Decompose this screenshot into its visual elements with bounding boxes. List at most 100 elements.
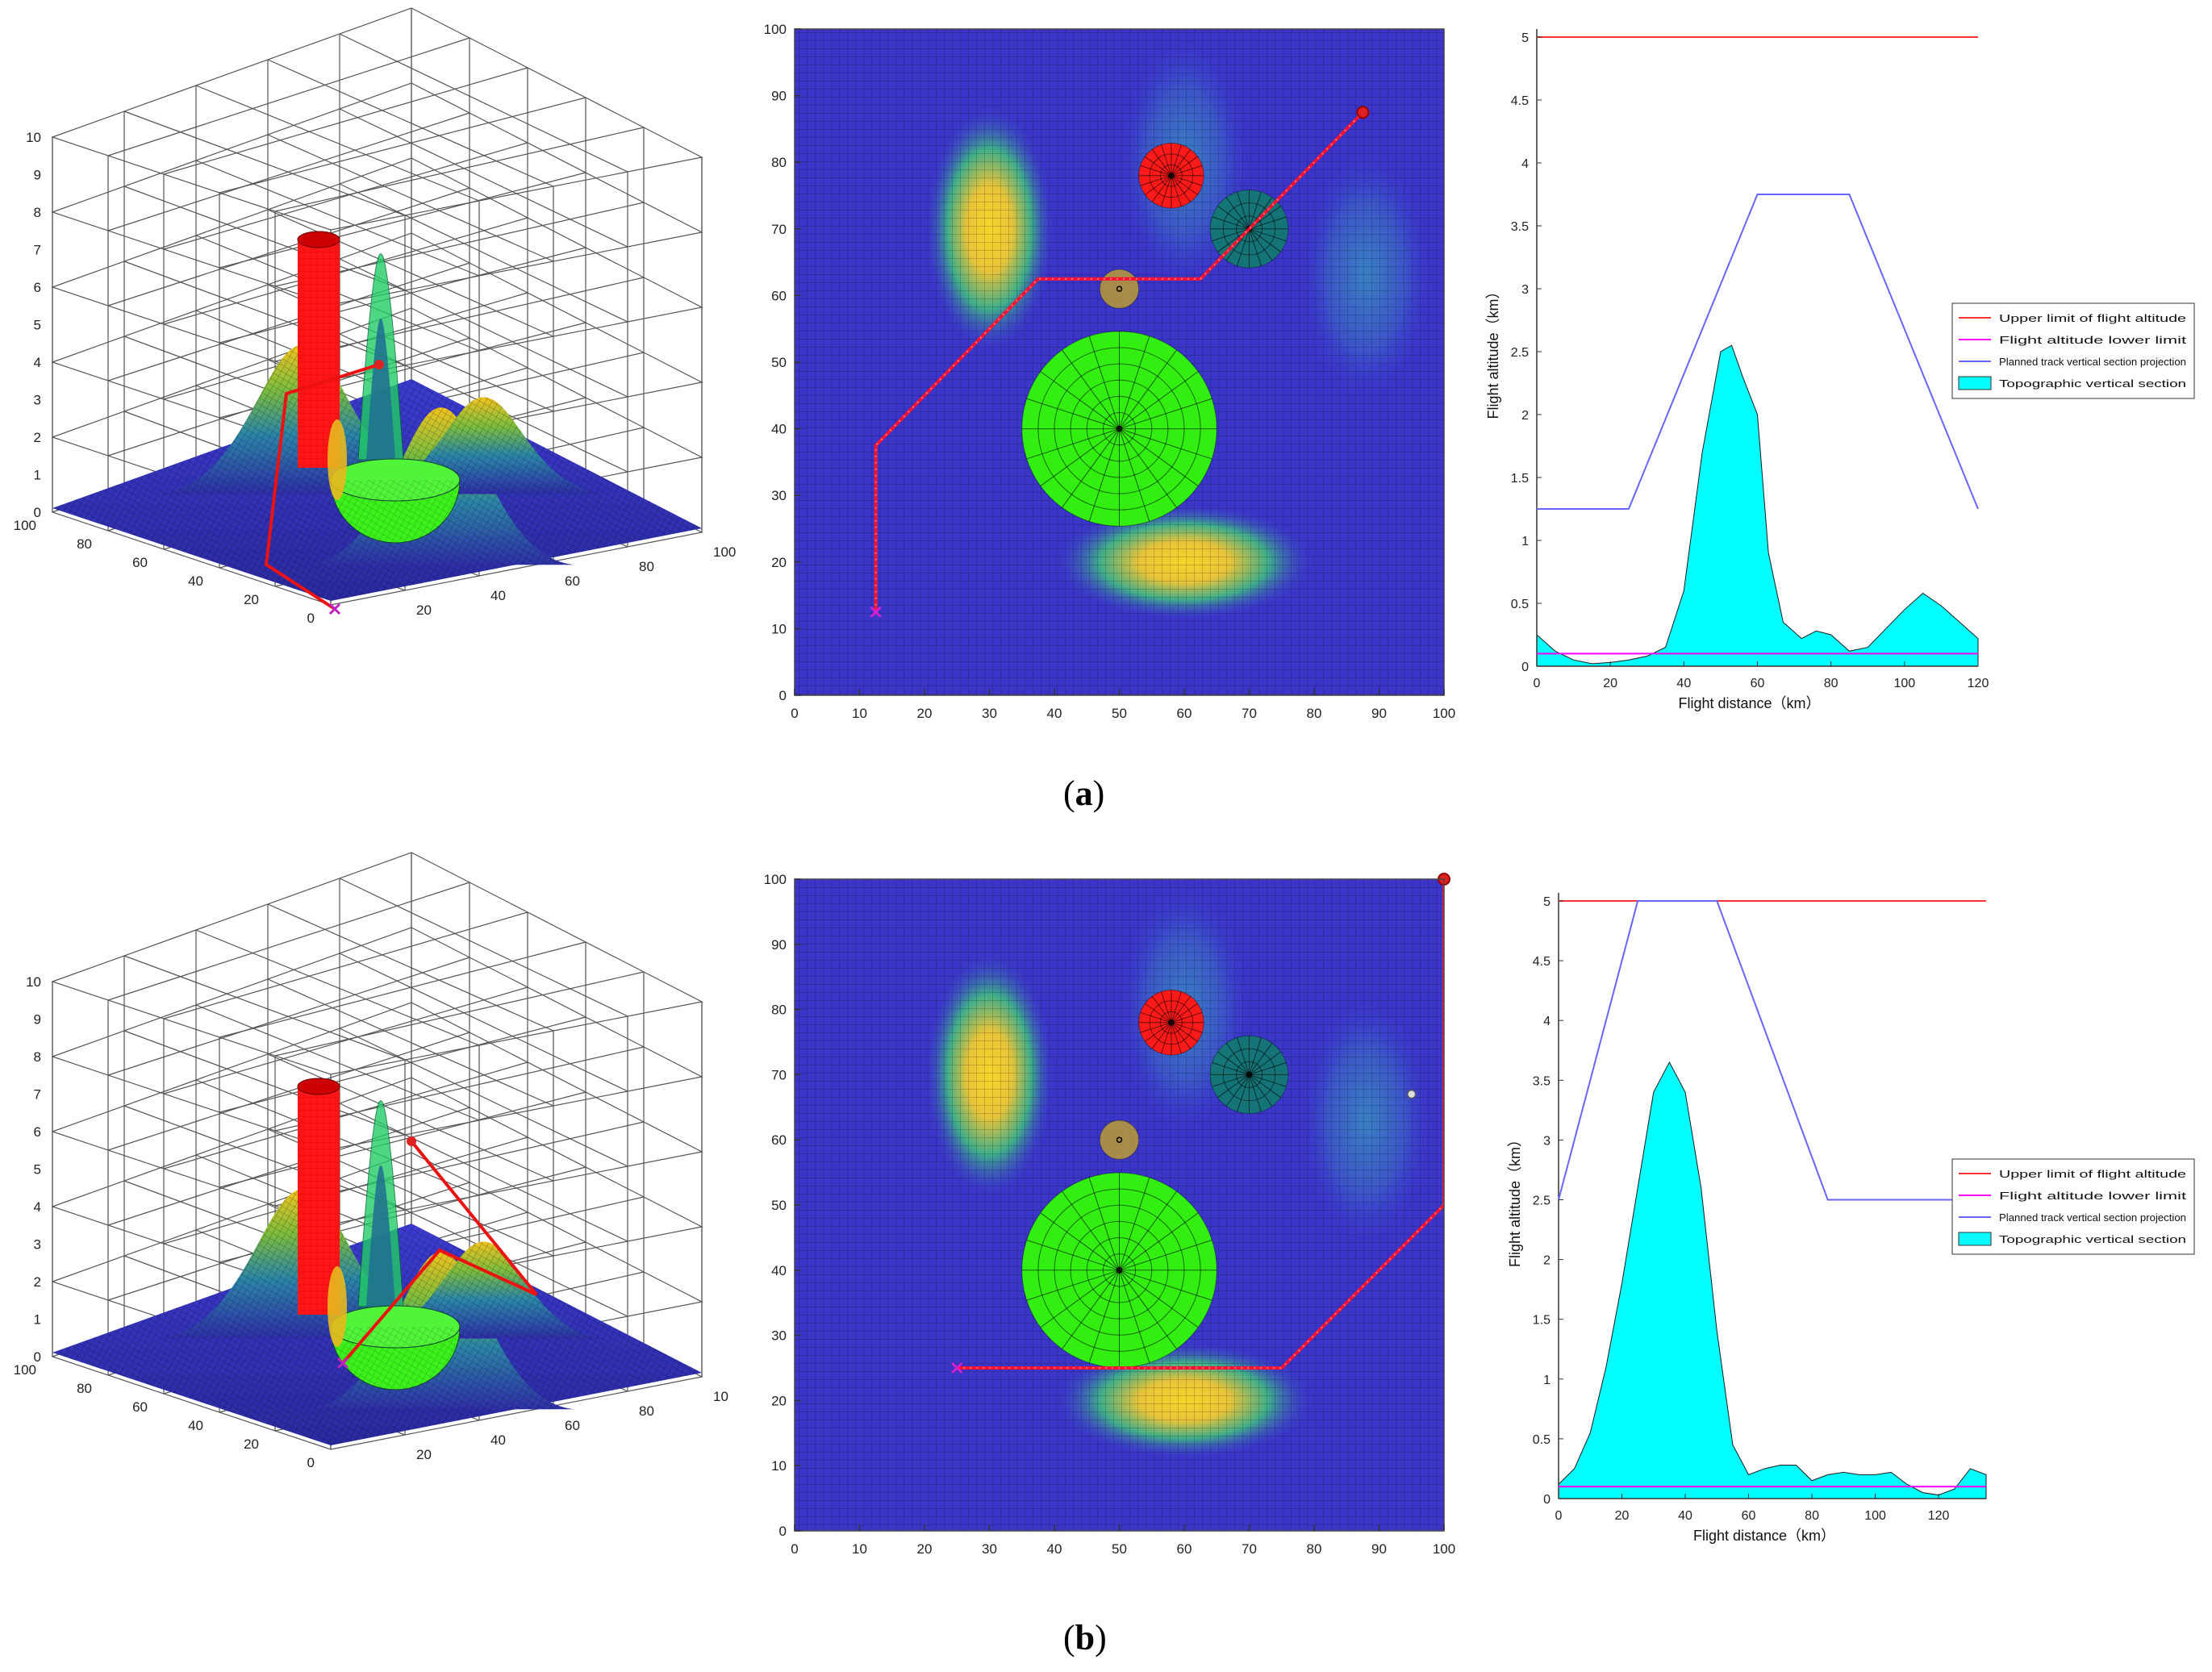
y-tick-label: 100 [764,872,787,887]
x-tick-label: 120 [1928,1509,1950,1523]
no-fly-cylinder-center [1168,172,1175,179]
heatmap-panel: 0 10 20 30 40 50 60 70 80 90 100 0 10 20 30 40 50 60 70 80 9… [764,22,1456,721]
x-tick-label: 40 [1047,706,1062,721]
radar-dome-spoke [1217,1051,1250,1075]
y-tick-label: 40 [771,1263,787,1278]
radar-dome-center [1246,1071,1253,1078]
z-tick-label: 0 [34,1349,41,1365]
x-tick-label: 0 [791,706,798,721]
legend-label: Planned track vertical section projectio… [1999,1211,2186,1224]
cage-line [219,97,586,194]
cage-line [267,59,554,187]
z-tick-label: 2 [34,430,41,445]
large-dome-ring [1070,1220,1169,1320]
y-tick-label: 10 [771,621,787,636]
floor-right-tick-label: 10 [713,1389,728,1404]
x-tick-label: 20 [1603,677,1617,690]
planned-track-line [1558,900,1986,1201]
x-tick-label: 40 [1676,677,1691,690]
radar-dome-spoke [1249,1043,1273,1075]
legend-label: Topographic vertical section [1999,377,2186,390]
surface-3d-panel: 0 1 2 3 4 5 6 7 8 9 10 100 80 60 40 20 0 20 40 60 80 100 [14,7,736,626]
large-dome-mesh [331,480,460,543]
y-tick-label: 3.5 [1511,220,1529,234]
no-fly-cylinder-spoke [1171,1003,1198,1024]
cage-line [339,183,628,323]
z-tick-label: 5 [34,318,41,333]
y-tick-label: 0 [1543,1493,1550,1507]
y-tick-label: 0 [779,688,787,703]
z-tick-label: 5 [34,1162,41,1178]
radar-dome-spoke [1249,1074,1273,1107]
x-axis-label: Flight distance（km） [1678,695,1820,711]
no-fly-cylinder-spoke [1171,165,1203,177]
cage-line [123,1030,406,1136]
z-tick-label: 9 [34,1012,41,1028]
cage-line [267,134,554,262]
cage-line [163,67,528,175]
legend-label: Topographic vertical section [1999,1233,2186,1245]
x-tick-label: 30 [982,706,997,721]
z-tick-label: 1 [34,1312,41,1328]
x-tick-label: 60 [1742,1509,1756,1523]
y-tick-label: 30 [771,488,787,503]
y-tick-label: 1.5 [1511,472,1529,486]
y-tick-label: 2.5 [1511,346,1529,360]
cage-line [274,127,645,212]
x-tick-label: 0 [1555,1509,1563,1523]
small-threat-3d [328,419,347,500]
no-fly-cylinder-ring [1159,1011,1183,1034]
large-dome-center [1116,425,1123,432]
profile-panel: 0 20 40 60 80 100 120 0 0.5 1 1.5 2 2.5 3 3.5 4 4.5 5 Flig… [1507,893,2195,1544]
no-fly-cylinder-ring [1159,164,1183,187]
y-tick-label: 2 [1543,1254,1550,1268]
cage-level [51,1077,703,1300]
start-3d [336,1357,349,1370]
radar-dome-spoke [1217,1074,1250,1099]
cage-line [219,247,586,344]
large-dome-ring [1054,1204,1185,1336]
z-tick-label: 4 [34,355,41,370]
no-fly-cylinder-cap [297,231,340,248]
x-tick-label: 100 [1893,677,1915,690]
cage-level [51,82,703,306]
cage-line [163,292,528,400]
y-tick-label: 3 [1543,1134,1550,1148]
cage-line [267,209,554,337]
y-tick-label: 1 [1543,1374,1550,1387]
large-dome-ring [1070,379,1169,478]
y-tick-label: 60 [771,1132,787,1148]
cage-line [274,971,645,1057]
cage-line [107,187,470,306]
y-tick-label: 70 [771,222,787,237]
y-tick-label: 30 [771,1328,787,1344]
no-fly-cylinder-spoke [1151,995,1172,1024]
cage-line [195,85,480,202]
z-tick-label: 1 [34,468,41,483]
x-tick-label: 90 [1371,1541,1387,1557]
radar-dome-spoke [1249,1051,1281,1075]
cage-line [219,1091,586,1188]
cage-line [219,1016,586,1113]
large-dome-marker [1021,1172,1217,1369]
large-dome-ring [1102,1253,1137,1287]
no-fly-cylinder-spoke [1145,1022,1172,1042]
y-tick-label: 1 [1521,535,1529,548]
cage-line [107,957,470,1076]
floor-left-tick-label: 20 [244,1436,259,1452]
cage-line [107,37,470,156]
y-tick-label: 20 [771,555,787,570]
floor-right-tick-label: 20 [416,1447,432,1462]
y-tick-label: 3 [1521,283,1529,297]
no-fly-cylinder-spoke [1171,991,1182,1023]
cage-line [107,1032,470,1151]
heatmap-body [795,29,1444,695]
radar-dome-spoke [1237,1037,1250,1075]
large-dome-ring [1054,363,1185,494]
small-threat-center [1116,286,1123,292]
planned-path-dots [874,111,1364,612]
x-tick-label: 40 [1047,1541,1062,1557]
no-fly-cylinder-spoke [1171,144,1182,176]
